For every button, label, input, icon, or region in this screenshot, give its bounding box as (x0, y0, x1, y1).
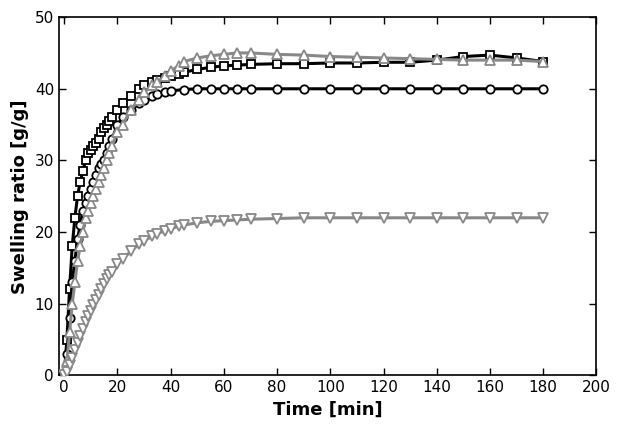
X-axis label: Time [min]: Time [min] (273, 401, 383, 419)
Y-axis label: Swelling ratio [g/g]: Swelling ratio [g/g] (11, 99, 29, 294)
